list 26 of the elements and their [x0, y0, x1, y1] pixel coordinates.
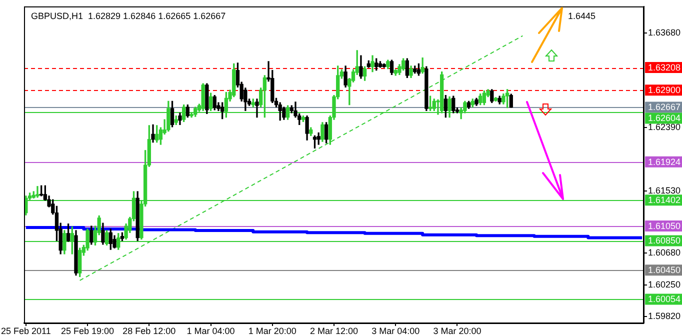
x-tick-label: 3 Mar 04:00 — [372, 326, 420, 336]
x-tick-label: 1 Mar 04:00 — [186, 326, 235, 336]
annotation: 1.6445 — [568, 10, 596, 21]
y-tick-label: 1.60680 — [648, 248, 681, 258]
x-tick-label: 1 Mar 20:00 — [248, 326, 296, 336]
x-tick-label: 25 Feb 19:00 — [61, 326, 114, 336]
y-tick-label: 1.60250 — [648, 279, 681, 290]
x-tick-label: 3 Mar 20:00 — [433, 326, 482, 336]
ref-line-label: 1.61050 — [648, 221, 681, 232]
x-tick-label: 25 Feb 2011 — [0, 326, 51, 336]
ref-line-label: 1.61924 — [648, 156, 681, 167]
y-tick-label: 1.63680 — [648, 27, 681, 38]
x-tick-label: 28 Feb 12:00 — [122, 326, 176, 336]
ref-line-label: 1.62900 — [648, 85, 681, 96]
text: GBPUSD,H1 1.62829 1.62846 1.62665 1.62667 — [31, 10, 226, 21]
y-tick-label: 1.61530 — [648, 185, 681, 196]
y-tick-label: 1.62390 — [648, 122, 681, 132]
ref-line-label: 1.60850 — [648, 236, 681, 246]
ref-line-label: 1.60450 — [648, 265, 681, 276]
ref-line-label: 1.60054 — [648, 294, 681, 304]
x-tick-label: 2 Mar 12:00 — [310, 326, 358, 336]
ref-line-label: 1.62604 — [648, 113, 681, 124]
ref-line-label: 1.63208 — [648, 62, 681, 72]
ref-line-label: 1.61402 — [648, 195, 681, 206]
ref-line-label: 1.62667 — [648, 102, 681, 112]
y-tick-label: 1.59820 — [648, 310, 681, 321]
